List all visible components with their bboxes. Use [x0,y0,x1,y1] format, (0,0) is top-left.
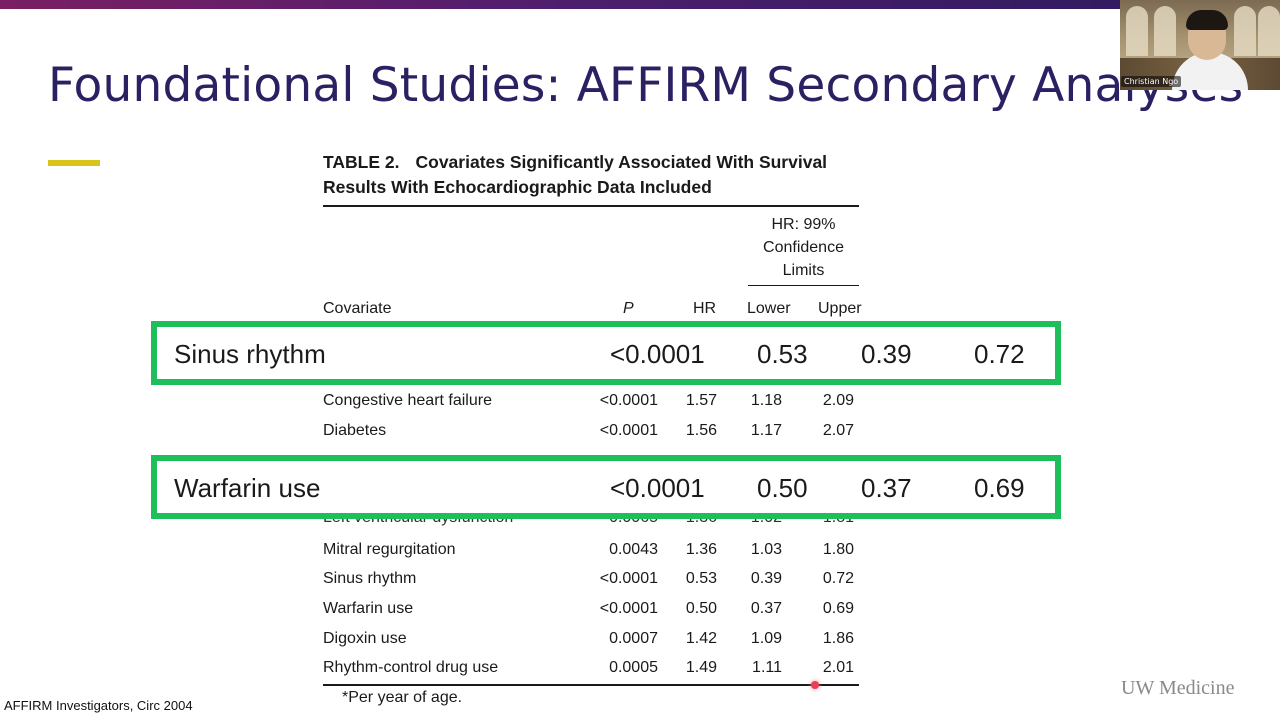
table-row-p: 0.0043 [609,541,658,558]
table-bottom-rule [323,684,859,686]
table-row-p: <0.0001 [599,600,658,617]
table-caption: TABLE 2. Covariates Significantly Associa… [323,150,863,200]
table-row-p: <0.0001 [599,422,658,439]
highlight-covariate: Sinus rhythm [174,339,326,369]
table-row-hr: 1.36 [685,541,717,558]
table-top-rule [323,205,859,207]
column-header-upper: Upper [818,300,862,317]
table-row-lower: 1.03 [750,541,782,558]
table-row-p: 0.0005 [609,659,658,676]
caption-line-1: Covariates Significantly Associated With… [415,152,828,172]
table-row-upper: 1.80 [822,541,854,558]
highlight-upper: 0.69 [974,473,1025,503]
highlight-p: <0.0001 [610,339,705,369]
table-row-covariate: Mitral regurgitation [323,541,456,558]
table-row-upper: 0.72 [822,570,854,587]
highlight-lower: 0.37 [861,473,912,503]
library-arch [1258,6,1280,56]
table-row-hr: 1.42 [685,630,717,647]
video-participant-tile[interactable]: Christian Ngo [1120,0,1280,90]
highlight-hr: 0.53 [757,339,808,369]
laser-pointer [811,681,819,689]
table-row-upper: 2.07 [822,422,854,439]
table-row-lower: 1.11 [752,659,782,676]
column-header-covariate: Covariate [323,300,392,317]
brand-logo: UW Medicine [1121,677,1235,699]
highlight-upper: 0.72 [974,339,1025,369]
slide-title: Foundational Studies: AFFIRM Secondary A… [48,58,1244,113]
table-row-upper: 0.69 [822,600,854,617]
library-arch [1126,6,1148,56]
table-row-hr: 1.49 [685,659,717,676]
table-row-lower: 1.09 [750,630,782,647]
participant-name-label: Christian Ngo [1121,76,1182,87]
table-row-upper: 1.86 [822,630,854,647]
citation: AFFIRM Investigators, Circ 2004 [4,698,193,713]
ci-header-line-3: Limits [782,262,825,279]
highlight-box-warfarin-use: Warfarin use <0.0001 0.50 0.37 0.69 [151,455,1061,519]
table-label: TABLE 2. [323,152,400,172]
highlight-covariate: Warfarin use [174,473,321,503]
table-row-hr: 1.57 [685,392,717,409]
highlight-hr: 0.50 [757,473,808,503]
table-row-covariate: Congestive heart failure [323,392,492,409]
table-row-covariate: Sinus rhythm [323,570,417,587]
ci-header-line-1: HR: 99% [771,216,836,233]
table-row-p: <0.0001 [599,392,658,409]
table-row-upper: 2.01 [822,659,854,676]
table-row-covariate: Warfarin use [323,600,414,617]
highlight-lower: 0.39 [861,339,912,369]
participant-hair [1186,10,1228,30]
ci-header-rule [748,285,859,286]
top-gradient-bar [0,0,1280,9]
table-row-covariate: Digoxin use [323,630,407,647]
table-row-covariate: Rhythm-control drug use [323,659,499,676]
column-header-p: P [623,300,634,317]
table-row-lower: 0.37 [750,600,782,617]
table-row-p: 0.0007 [609,630,658,647]
table-row-hr: 0.50 [685,600,717,617]
table-row-covariate: Diabetes [323,422,387,439]
library-arch [1154,6,1176,56]
table-row-hr: 1.56 [685,422,717,439]
ci-header-line-2: Confidence [763,239,844,256]
ci-group-header: HR: 99% Confidence Limits [748,213,859,282]
table-row-lower: 0.39 [750,570,782,587]
title-accent-line [48,160,100,166]
library-arch [1234,6,1256,56]
highlight-p: <0.0001 [610,473,705,503]
table-row-p: <0.0001 [599,570,658,587]
column-header-hr: HR [693,300,717,317]
table-row-lower: 1.17 [750,422,782,439]
caption-line-2: Results With Echocardiographic Data Incl… [323,177,712,197]
table-footnote: *Per year of age. [342,689,463,706]
column-header-lower: Lower [747,300,791,317]
table-row-hr: 0.53 [685,570,717,587]
highlight-box-sinus-rhythm: Sinus rhythm <0.0001 0.53 0.39 0.72 [151,321,1061,385]
table-row-lower: 1.18 [750,392,782,409]
table-row-upper: 2.09 [822,392,854,409]
